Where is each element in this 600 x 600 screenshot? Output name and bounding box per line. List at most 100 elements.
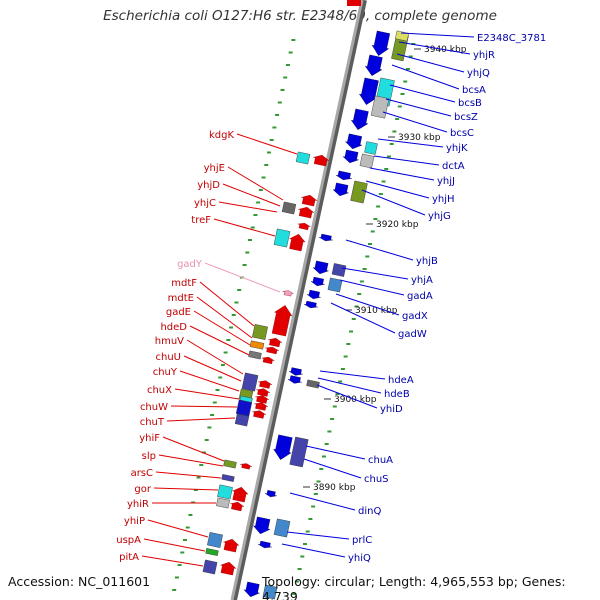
leader-line <box>373 155 440 166</box>
gene-label-yhje: yhjE <box>204 163 225 174</box>
leader-line <box>166 417 236 422</box>
gene-label-yhjb: yhjB <box>416 256 438 267</box>
leader-line <box>218 201 278 213</box>
gene-shape-treF <box>289 233 306 252</box>
leader-line <box>236 133 298 155</box>
gene-label-yhif: yhiF <box>139 433 160 444</box>
gene-shape-yhjH-shape <box>332 182 350 197</box>
cog-box-hdeD-body <box>248 350 262 360</box>
axis-label: 3910 kbp <box>355 306 398 316</box>
gene-label-yhjk: yhjK <box>446 143 468 154</box>
cog-box-chuU-body <box>241 372 259 392</box>
cog-box-treF <box>273 228 291 248</box>
cog-box-chuW-body <box>235 399 253 417</box>
gene-shape-yhjB-shape <box>312 260 330 275</box>
gene-label-chuw: chuW <box>140 402 168 413</box>
gene-label-hded: hdeD <box>160 322 187 333</box>
cog-box-bottom <box>262 584 278 600</box>
gene-shape-hdeA-shape <box>288 367 303 376</box>
gene-label-prlc: prlC <box>352 535 372 546</box>
cog-box-gadE <box>249 340 265 350</box>
gene-shape-yhjR <box>371 30 391 56</box>
leader-line <box>317 377 382 394</box>
gene-shape-yhiQ <box>257 540 272 549</box>
leader-line <box>186 339 244 375</box>
gene-shape-chuX <box>255 395 270 404</box>
gene-shape-dinQ <box>264 490 277 498</box>
axis-label: 3890 kbp <box>313 483 356 493</box>
gene-label-gor: gor <box>134 484 151 495</box>
top-edge-feature <box>347 0 361 6</box>
gene-shape-yhjG <box>318 233 333 242</box>
leader-line <box>335 293 400 316</box>
cog-box-kdgK <box>295 151 311 165</box>
gene-shape-chuA-shape <box>273 434 293 460</box>
gene-label-hdeb: hdeB <box>384 389 410 400</box>
gene-shape-yhjA <box>310 276 325 287</box>
gene-shape-hdeA <box>288 367 303 376</box>
gene-shape-yhjC <box>297 222 311 231</box>
cog-box-yhjA-body <box>327 277 343 293</box>
cog-box-chuA-body <box>289 436 309 468</box>
cog-box-yhjH-body <box>350 180 368 204</box>
gene-shape-slp <box>240 463 253 470</box>
gene-shape-hdeB <box>287 375 302 384</box>
gene-label-gadx: gadX <box>402 311 428 322</box>
cog-box-yhjB-body <box>331 263 347 277</box>
leader-line <box>222 183 281 207</box>
gene-label-yhiq: yhiQ <box>348 553 371 564</box>
cog-box-hdeD <box>248 350 262 360</box>
gene-shape-chuW <box>254 402 269 411</box>
cog-box-yhjD-body <box>281 201 297 215</box>
gene-shape-bcsZ-shape <box>350 108 369 130</box>
gene-shape-hdeD <box>261 356 275 365</box>
gene-label-chus: chuS <box>364 474 389 485</box>
gene-label-arsc: arsC <box>131 468 153 479</box>
leader-line <box>385 98 452 117</box>
axis-label: 3920 kbp <box>376 220 419 230</box>
cog-box-chuU <box>241 372 259 392</box>
gene-shape-dctA <box>342 149 360 164</box>
gene-shape-gadE <box>265 346 280 355</box>
gene-label-gade: gadE <box>166 307 191 318</box>
leader-line <box>281 543 346 558</box>
cog-box-arsC-body <box>221 474 235 482</box>
cog-box-hdeB <box>306 379 320 389</box>
leader-line <box>341 267 409 280</box>
cog-box-treF-body <box>273 228 291 248</box>
leader-line <box>361 189 426 216</box>
gene-shape-yhiR-shape <box>230 501 245 512</box>
gene-shape-yhjD-shape <box>298 206 315 219</box>
leader-line <box>398 41 471 55</box>
gene-shape-mdtF-shape <box>271 305 293 337</box>
gene-shape-hdeD-shape <box>261 356 275 365</box>
gene-label-gada: gadA <box>407 291 433 302</box>
gene-label-chux: chuX <box>147 385 172 396</box>
cog-box-yhjH <box>350 180 368 204</box>
leader-line <box>286 531 350 540</box>
gene-label-mdtf: mdtF <box>171 278 197 289</box>
gene-label-hmuv: hmuV <box>155 336 184 347</box>
leader-line <box>369 167 435 181</box>
leader-line <box>155 471 222 479</box>
leader-line <box>319 370 386 380</box>
gene-shape-chuU-shape <box>258 380 273 389</box>
cog-box-slp-body <box>223 459 237 469</box>
leader-line <box>316 384 378 409</box>
cog-box-uspA-body <box>205 548 219 556</box>
gene-label-yhjr: yhjR <box>473 50 495 61</box>
cog-box-chuA <box>289 436 309 468</box>
cog-box-yhjK-body <box>364 141 378 155</box>
gene-label-dcta: dctA <box>442 161 465 172</box>
gene-shape-pitA <box>219 561 237 576</box>
gene-shape-gadA-shape <box>306 289 321 300</box>
leader-line <box>391 64 460 90</box>
gene-shape-bcsA-shape <box>359 77 379 105</box>
gene-label-chuu: chuU <box>156 352 182 363</box>
leader-line <box>189 325 250 356</box>
gene-shape-dctA-shape <box>342 149 360 164</box>
gene-shape-yhjB <box>312 260 330 275</box>
leader-line <box>196 296 253 339</box>
map-title: Escherichia coli O127:H6 str. E2348/69, … <box>103 8 497 24</box>
gene-label-pita: pitA <box>119 552 139 563</box>
